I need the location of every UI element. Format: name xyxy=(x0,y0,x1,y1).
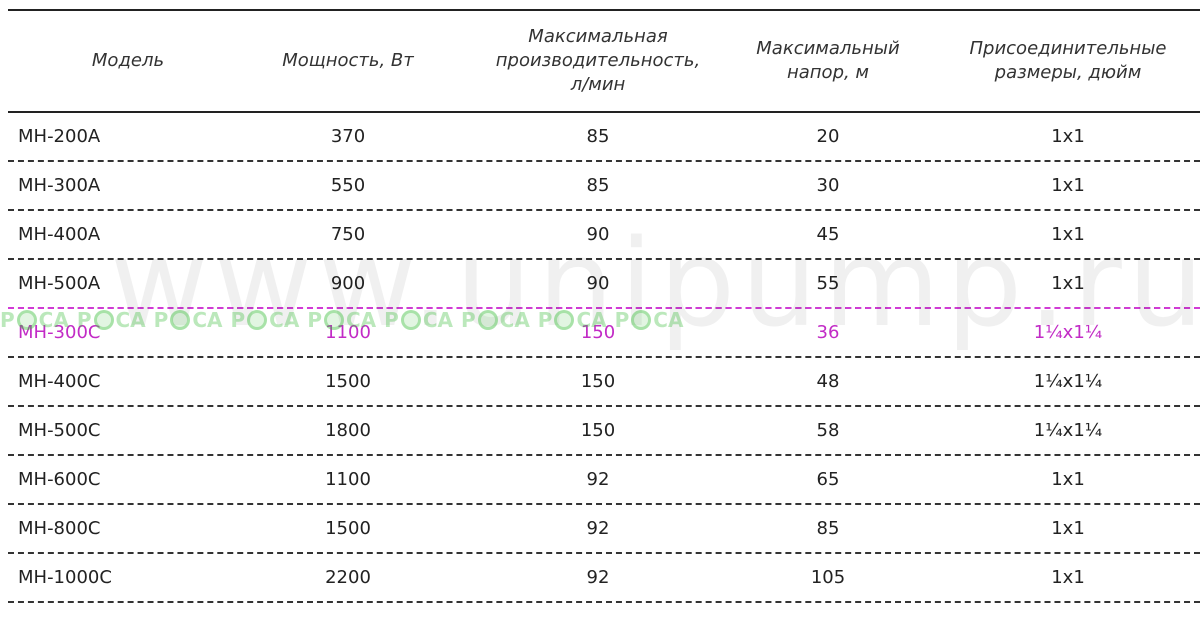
table-row: МН-1000С 2200 92 105 1x1 xyxy=(8,554,1200,603)
cell-power: 1500 xyxy=(325,371,371,392)
header-flow: Максимальная производительность, л/мин xyxy=(495,26,701,95)
cell-power: 1500 xyxy=(325,518,371,539)
cell-size: 1x1 xyxy=(1051,469,1085,490)
cell-flow: 150 xyxy=(580,322,616,343)
cell-power: 1100 xyxy=(325,469,371,490)
header-model: Модель xyxy=(91,50,165,71)
cell-model: МН-500А xyxy=(18,273,101,294)
cell-power: 900 xyxy=(330,273,366,294)
cell-model: МН-300С xyxy=(18,322,101,343)
cell-head: 58 xyxy=(816,420,840,441)
table-row: МН-400С 1500 150 48 1¼x1¼ xyxy=(8,358,1200,407)
cell-power: 370 xyxy=(330,126,366,147)
cell-head: 85 xyxy=(816,518,840,539)
cell-head: 65 xyxy=(816,469,840,490)
header-size: Присоединительные размеры, дюйм xyxy=(969,38,1167,83)
cell-power: 2200 xyxy=(325,567,371,588)
cell-head: 48 xyxy=(816,371,840,392)
cell-head: 30 xyxy=(816,175,840,196)
cell-model: МН-300А xyxy=(18,175,101,196)
cell-size: 1x1 xyxy=(1051,224,1085,245)
cell-flow: 150 xyxy=(580,371,616,392)
cell-model: МН-600С xyxy=(18,469,101,490)
table-header: Модель Мощность, Вт Максимальная произво… xyxy=(8,9,1200,113)
cell-head: 55 xyxy=(816,273,840,294)
header-head: Максимальный напор, м xyxy=(756,38,900,83)
cell-flow: 90 xyxy=(586,273,610,294)
cell-power: 550 xyxy=(330,175,366,196)
cell-model: МН-500С xyxy=(18,420,101,441)
cell-size: 1x1 xyxy=(1051,126,1085,147)
cell-model: МН-1000С xyxy=(18,567,112,588)
cell-size: 1x1 xyxy=(1051,518,1085,539)
table-row: МН-300С 1100 150 36 1¼x1¼ xyxy=(8,307,1200,358)
cell-head: 45 xyxy=(816,224,840,245)
cell-flow: 92 xyxy=(586,567,610,588)
cell-flow: 85 xyxy=(586,175,610,196)
cell-flow: 90 xyxy=(586,224,610,245)
table-row: МН-200А 370 85 20 1x1 xyxy=(8,113,1200,162)
cell-size: 1¼x1¼ xyxy=(1033,322,1103,343)
cell-model: МН-400А xyxy=(18,224,101,245)
cell-size: 1x1 xyxy=(1051,273,1085,294)
cell-head: 20 xyxy=(816,126,840,147)
cell-size: 1¼x1¼ xyxy=(1033,371,1103,392)
table-row: МН-600С 1100 92 65 1x1 xyxy=(8,456,1200,505)
cell-power: 1100 xyxy=(325,322,371,343)
cell-size: 1x1 xyxy=(1051,175,1085,196)
cell-power: 1800 xyxy=(325,420,371,441)
table-row: МН-500А 900 90 55 1x1 xyxy=(8,260,1200,309)
cell-model: МН-400С xyxy=(18,371,101,392)
table-row: МН-300А 550 85 30 1x1 xyxy=(8,162,1200,211)
cell-model: МН-200А xyxy=(18,126,101,147)
header-power: Мощность, Вт xyxy=(282,50,414,71)
cell-head: 105 xyxy=(810,567,846,588)
cell-flow: 150 xyxy=(580,420,616,441)
cell-size: 1¼x1¼ xyxy=(1033,420,1103,441)
cell-flow: 85 xyxy=(586,126,610,147)
cell-model: МН-800С xyxy=(18,518,101,539)
cell-head: 36 xyxy=(816,322,840,343)
cell-flow: 92 xyxy=(586,469,610,490)
table-row: МН-800С 1500 92 85 1x1 xyxy=(8,505,1200,554)
table-row: МН-400А 750 90 45 1x1 xyxy=(8,211,1200,260)
table-row: МН-500С 1800 150 58 1¼x1¼ xyxy=(8,407,1200,456)
pump-spec-table: Модель Мощность, Вт Максимальная произво… xyxy=(8,9,1200,603)
cell-flow: 92 xyxy=(586,518,610,539)
cell-power: 750 xyxy=(330,224,366,245)
cell-size: 1x1 xyxy=(1051,567,1085,588)
